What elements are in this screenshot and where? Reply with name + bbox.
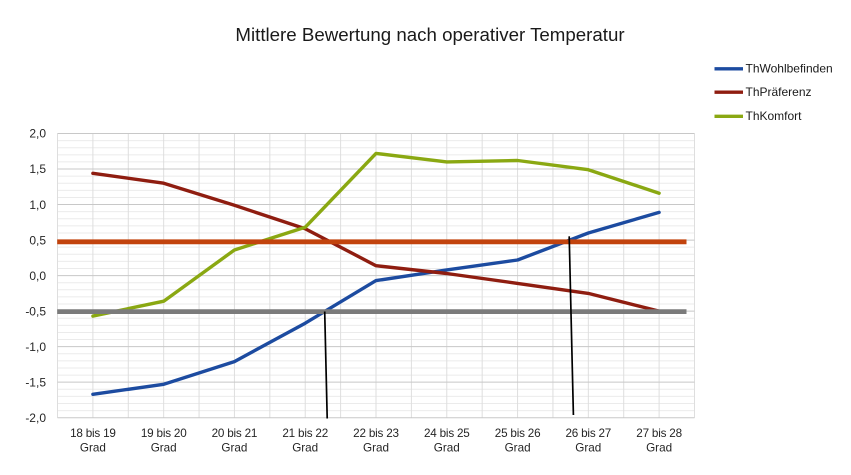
svg-text:-1,0: -1,0 (25, 340, 46, 354)
svg-text:20 bis 21: 20 bis 21 (212, 427, 258, 440)
svg-text:Grad: Grad (434, 441, 460, 454)
svg-text:ThPräferenz: ThPräferenz (746, 85, 812, 99)
svg-text:18 bis 19: 18 bis 19 (70, 427, 116, 440)
svg-text:-0,5: -0,5 (25, 304, 46, 318)
svg-text:27 bis 28: 27 bis 28 (636, 427, 682, 440)
svg-text:Grad: Grad (221, 441, 247, 454)
svg-text:Mittlere Bewertung nach operat: Mittlere Bewertung nach operativer Tempe… (235, 24, 624, 45)
svg-text:1,0: 1,0 (29, 198, 46, 212)
svg-text:Grad: Grad (80, 441, 106, 454)
svg-text:26 bis 27: 26 bis 27 (565, 427, 611, 440)
svg-text:19 bis 20: 19 bis 20 (141, 427, 187, 440)
svg-text:Grad: Grad (151, 441, 177, 454)
svg-text:0,0: 0,0 (29, 269, 46, 283)
svg-text:21 bis 22: 21 bis 22 (282, 427, 328, 440)
svg-text:Grad: Grad (646, 441, 672, 454)
svg-text:1,5: 1,5 (29, 162, 46, 176)
svg-text:0,5: 0,5 (29, 233, 46, 247)
svg-text:Grad: Grad (363, 441, 389, 454)
svg-text:2,0: 2,0 (29, 127, 46, 141)
svg-text:Grad: Grad (292, 441, 318, 454)
svg-text:ThKomfort: ThKomfort (746, 109, 803, 123)
svg-text:25 bis 26: 25 bis 26 (495, 427, 541, 440)
svg-text:-2,0: -2,0 (25, 411, 46, 425)
svg-text:22 bis 23: 22 bis 23 (353, 427, 399, 440)
svg-text:24 bis 25: 24 bis 25 (424, 427, 470, 440)
svg-text:-1,5: -1,5 (25, 375, 46, 389)
svg-text:Grad: Grad (575, 441, 601, 454)
svg-text:Grad: Grad (505, 441, 531, 454)
svg-text:ThWohlbefinden: ThWohlbefinden (746, 62, 833, 76)
